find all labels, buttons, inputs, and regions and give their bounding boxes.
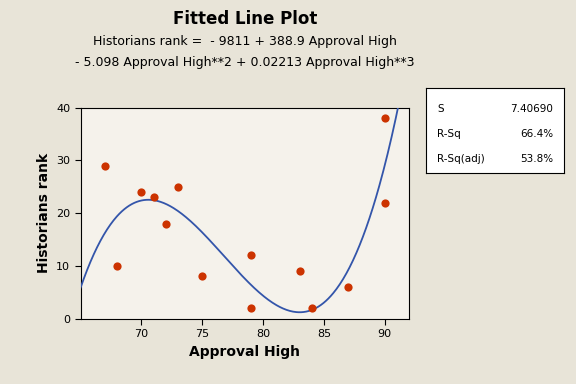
Point	[161, 220, 170, 227]
Point	[247, 305, 256, 311]
Point	[137, 189, 146, 195]
Text: S: S	[437, 104, 444, 114]
Text: Historians rank =  - 9811 + 388.9 Approval High: Historians rank = - 9811 + 388.9 Approva…	[93, 35, 397, 48]
Point	[380, 115, 389, 121]
Point	[343, 284, 353, 290]
Point	[198, 273, 207, 280]
Text: R-Sq(adj): R-Sq(adj)	[437, 154, 485, 164]
Point	[295, 268, 304, 274]
Y-axis label: Historians rank: Historians rank	[36, 153, 51, 273]
Text: R-Sq: R-Sq	[437, 129, 461, 139]
Text: Fitted Line Plot: Fitted Line Plot	[173, 10, 317, 28]
Point	[100, 162, 109, 169]
Point	[149, 194, 158, 200]
X-axis label: Approval High: Approval High	[190, 345, 300, 359]
Point	[380, 200, 389, 206]
Point	[112, 263, 122, 269]
Point	[307, 305, 316, 311]
Text: 53.8%: 53.8%	[520, 154, 554, 164]
Text: 7.40690: 7.40690	[510, 104, 554, 114]
Point	[247, 252, 256, 258]
Point	[173, 184, 183, 190]
Text: 66.4%: 66.4%	[520, 129, 554, 139]
Text: - 5.098 Approval High**2 + 0.02213 Approval High**3: - 5.098 Approval High**2 + 0.02213 Appro…	[75, 56, 415, 69]
